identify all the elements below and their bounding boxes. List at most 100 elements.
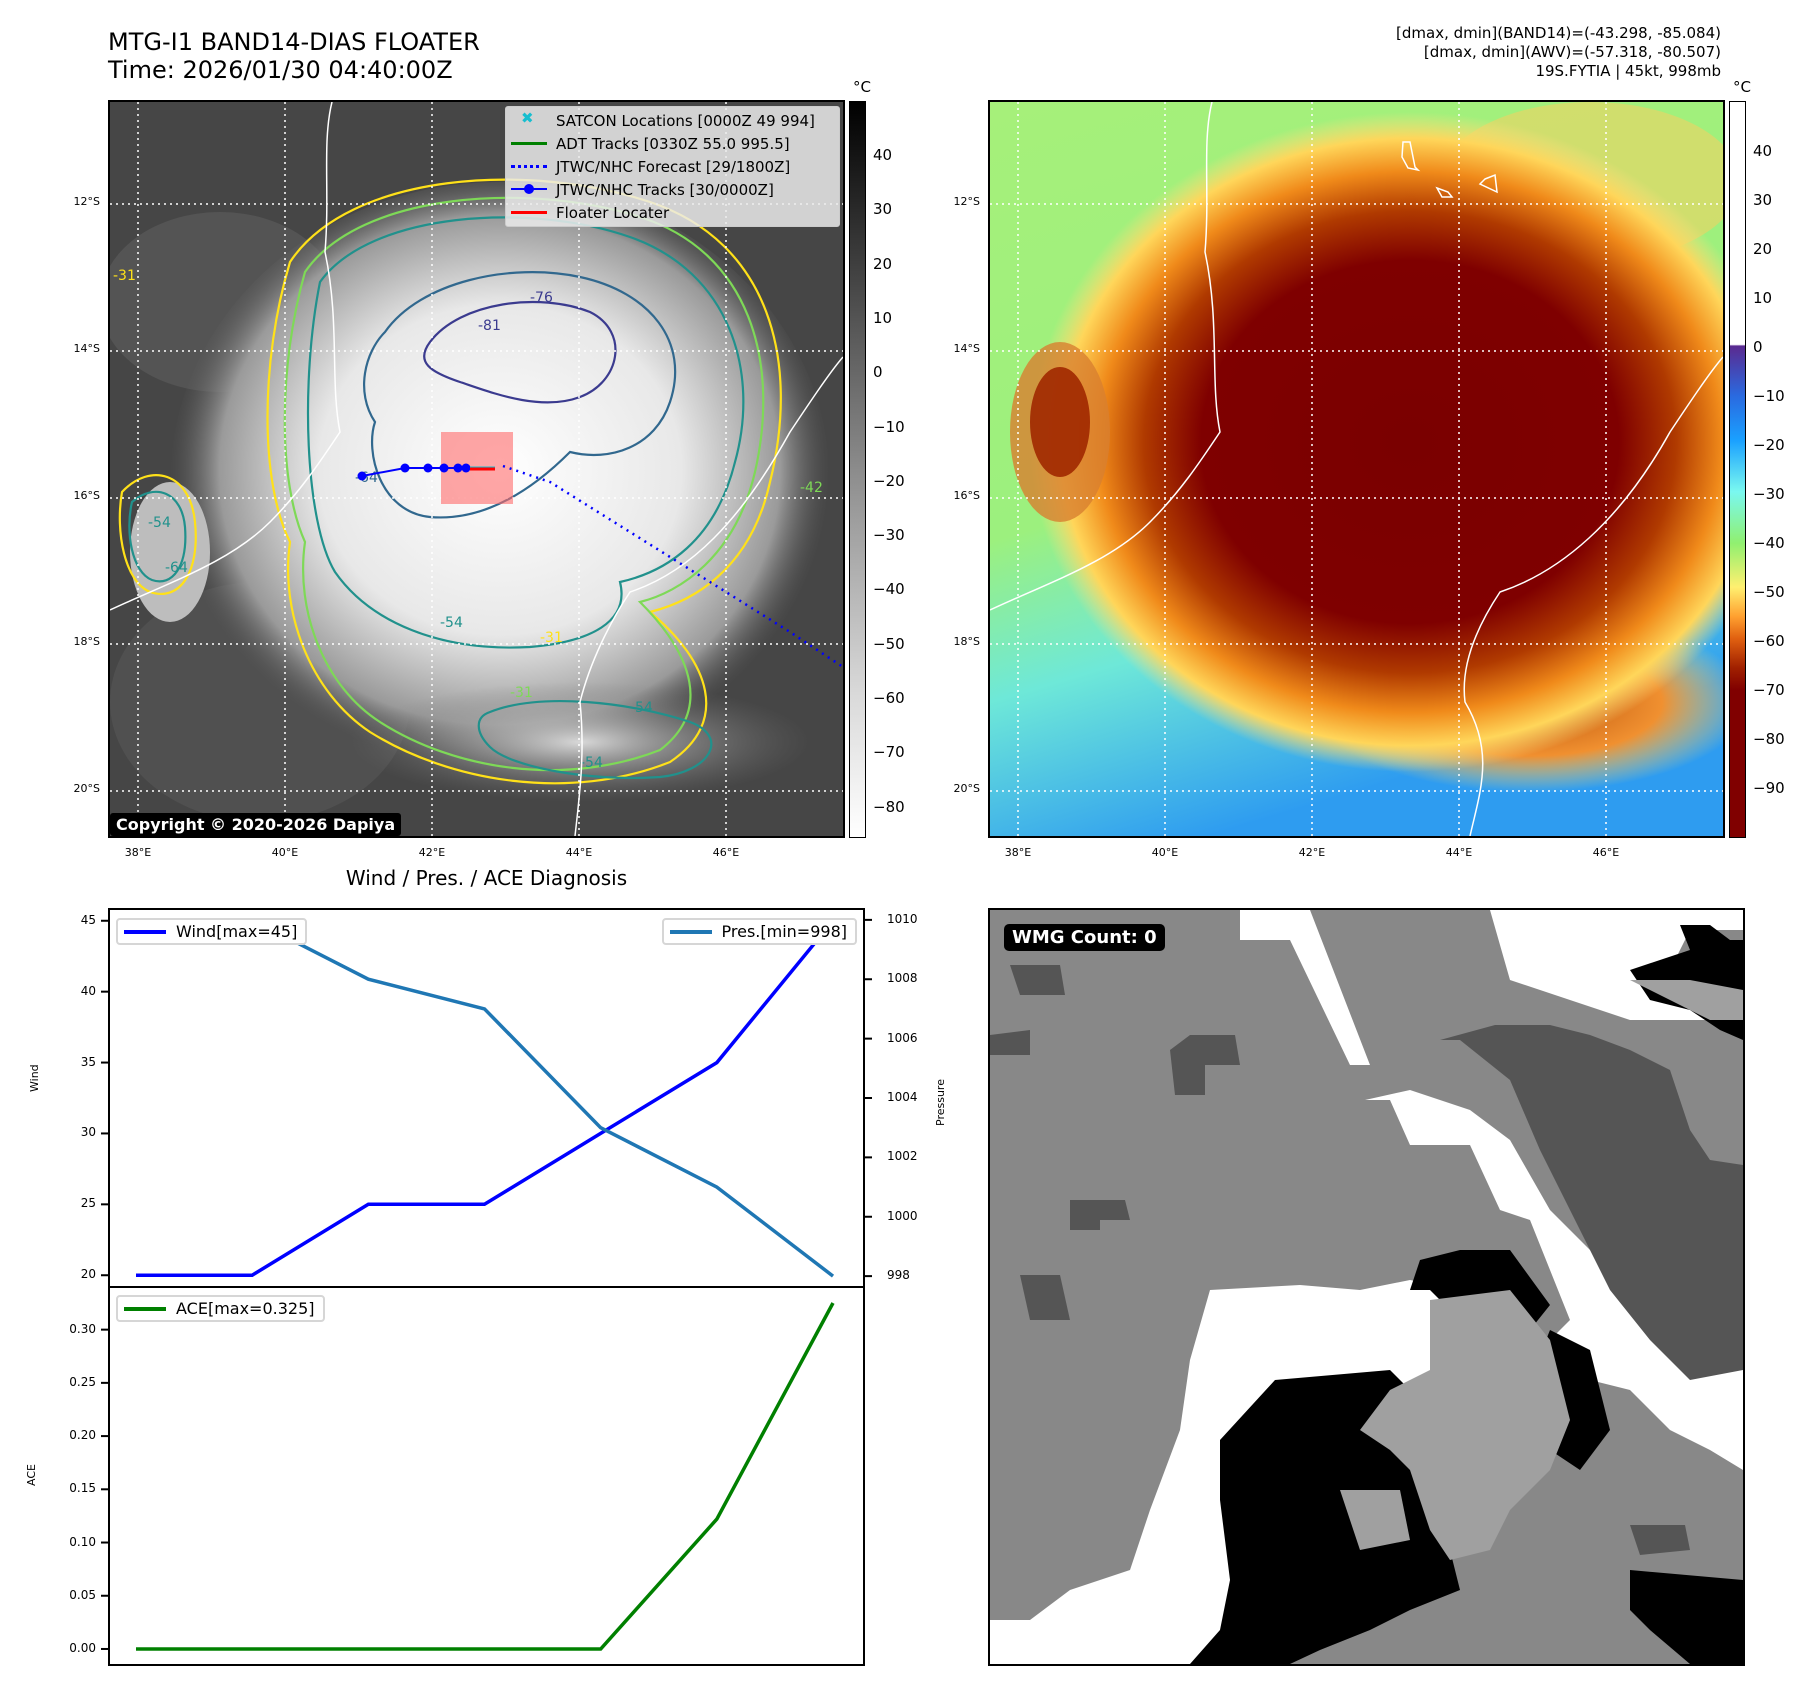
colorbar-tick-label: −70 (873, 743, 905, 762)
left-colorbar (849, 101, 866, 838)
colorbar-tick-label: 30 (1753, 191, 1773, 209)
islands (1401, 141, 1498, 198)
series-line-wind (136, 919, 835, 1277)
wind-legend-label: Wind[max=45] (176, 922, 298, 941)
contour-label: -31 (540, 630, 563, 646)
lat-tick-label: 18°S (953, 635, 980, 648)
lat-tick-label: 18°S (73, 635, 100, 648)
series-line-pres (136, 918, 835, 1278)
y2-tick-label: 998 (887, 1268, 910, 1283)
left-map-legend: ✖ SATCON Locations [0000Z 49 994] ADT Tr… (505, 106, 840, 227)
coastline (1463, 356, 1723, 836)
y-tick-label: 20 (80, 1267, 96, 1282)
plot-frame (108, 908, 865, 1288)
lat-tick-label: 20°S (73, 782, 100, 795)
wind-legend: Wind[max=45] (116, 918, 308, 945)
y2-tick-label: 1010 (887, 911, 918, 926)
legend-label: SATCON Locations [0000Z 49 994] (556, 111, 815, 130)
colorbar-tick-label: −70 (1753, 681, 1785, 699)
wind-pressure-plot (101, 908, 872, 1288)
best-track-points (357, 463, 471, 481)
contour-label: -76 (530, 290, 553, 306)
pressure-axis-label: Pressure (934, 1079, 947, 1126)
figure-title: MTG-I1 BAND14-DIAS FLOATER Time: 2026/01… (108, 28, 480, 84)
lon-tick-label: 42°E (1298, 846, 1326, 859)
colorbar-tick-label: 40 (873, 146, 893, 164)
pressure-line-icon (669, 929, 712, 934)
y-tick-label: 0.15 (69, 1481, 96, 1496)
lon-tick-label: 38°E (1004, 846, 1032, 859)
colorbar-tick-label: −50 (873, 634, 905, 653)
colorbar-tick-label: −20 (873, 471, 905, 490)
contour-label: -64 (165, 560, 188, 576)
y2-tick-label: 1008 (887, 971, 918, 986)
copyright-badge: Copyright © 2020-2026 Dapiya (110, 813, 402, 836)
contour-label: -54 (580, 755, 603, 771)
y-tick-label: 30 (80, 1125, 96, 1140)
colorbar-tick-label: 30 (873, 200, 893, 219)
lon-tick-label: 46°E (1592, 846, 1620, 859)
legend-item: ✖ SATCON Locations [0000Z 49 994] (506, 109, 839, 132)
ace-legend-label: ACE[max=0.325] (176, 1299, 315, 1318)
lon-tick-label: 40°E (1151, 846, 1179, 859)
contour-label: -54 (440, 615, 463, 631)
legend-label: JTWC/NHC Tracks [30/0000Z] (556, 180, 774, 199)
y2-tick-label: 1002 (887, 1149, 918, 1164)
right-colorbar-unit: °C (1733, 78, 1751, 96)
y-tick-label: 0.30 (69, 1321, 96, 1336)
lat-tick-label: 16°S (73, 489, 100, 502)
legend-item: JTWC/NHC Tracks [30/0000Z] (506, 178, 839, 201)
colorbar-tick-label: 20 (1753, 240, 1773, 258)
contour-label-group: -76 -81 -64 -54 -31 -42 -64 -54 -31 -31 … (113, 268, 823, 771)
colorbar-tick-label: 0 (1753, 338, 1763, 356)
series-line-ace (136, 1302, 835, 1651)
colorbar-tick-label: 10 (873, 308, 893, 327)
ace-line-icon (124, 1306, 166, 1311)
red-line-icon (511, 211, 547, 214)
lat-tick-label: 16°S (953, 489, 980, 502)
colorbar-tick-label: −60 (1753, 632, 1785, 650)
wmg-panel: WMG Count: 0 (988, 908, 1745, 1666)
y-tick-label: 25 (80, 1196, 96, 1211)
colorbar-tick-label: −10 (1753, 387, 1785, 405)
contour-label: -81 (478, 318, 501, 334)
island-cloud (130, 482, 210, 622)
contour-label: -42 (800, 480, 823, 496)
cold-cloud-tops (1030, 112, 1723, 772)
y2-tick-label: 1000 (887, 1208, 918, 1223)
colorbar-tick-label: −80 (1753, 730, 1785, 748)
dotted-line-icon (511, 165, 547, 168)
legend-item: JTWC/NHC Forecast [29/1800Z] (506, 155, 839, 178)
x-marker-icon: ✖ (521, 109, 534, 127)
lat-tick-label: 14°S (73, 342, 100, 355)
colorbar-tick-label: −60 (873, 689, 905, 707)
stats-band14: [dmax, dmin](BAND14)=(-43.298, -85.084) (1396, 24, 1721, 42)
y-tick-label: 40 (80, 983, 96, 998)
title-line-1: MTG-I1 BAND14-DIAS FLOATER (108, 28, 480, 56)
ace-plot (101, 1286, 865, 1666)
colorbar-tick-label: 40 (1753, 142, 1773, 160)
colorbar-tick-label: −80 (873, 797, 905, 816)
colorbar-tick-label: −40 (873, 580, 905, 599)
lon-tick-label: 44°E (1445, 846, 1473, 859)
lon-tick-label: 38°E (124, 846, 152, 859)
lat-tick-label: 12°S (73, 195, 100, 208)
y-tick-label: 0.20 (69, 1428, 96, 1443)
plot-frame (108, 1286, 865, 1666)
wind-axis-label: Wind (28, 1064, 41, 1092)
ace-chart: ACE[max=0.325] (101, 1286, 865, 1666)
forecast-track (502, 464, 843, 669)
contour-label: -54 (148, 515, 171, 531)
legend-label: ADT Tracks [0330Z 55.0 995.5] (556, 134, 790, 153)
contour-label: -54 (630, 700, 653, 716)
y-tick-label: 0.00 (69, 1640, 96, 1655)
map-gridlines (990, 102, 1723, 836)
y-tick-label: 35 (80, 1054, 96, 1069)
title-line-2: Time: 2026/01/30 04:40:00Z (108, 56, 453, 84)
colorbar-tick-label: −10 (873, 417, 905, 436)
ace-legend: ACE[max=0.325] (116, 1295, 325, 1322)
coastline (574, 356, 843, 836)
diagnosis-title: Wind / Pres. / ACE Diagnosis (345, 866, 628, 890)
y-tick-label: 45 (80, 912, 96, 927)
colorbar-tick-label: 0 (873, 363, 883, 382)
